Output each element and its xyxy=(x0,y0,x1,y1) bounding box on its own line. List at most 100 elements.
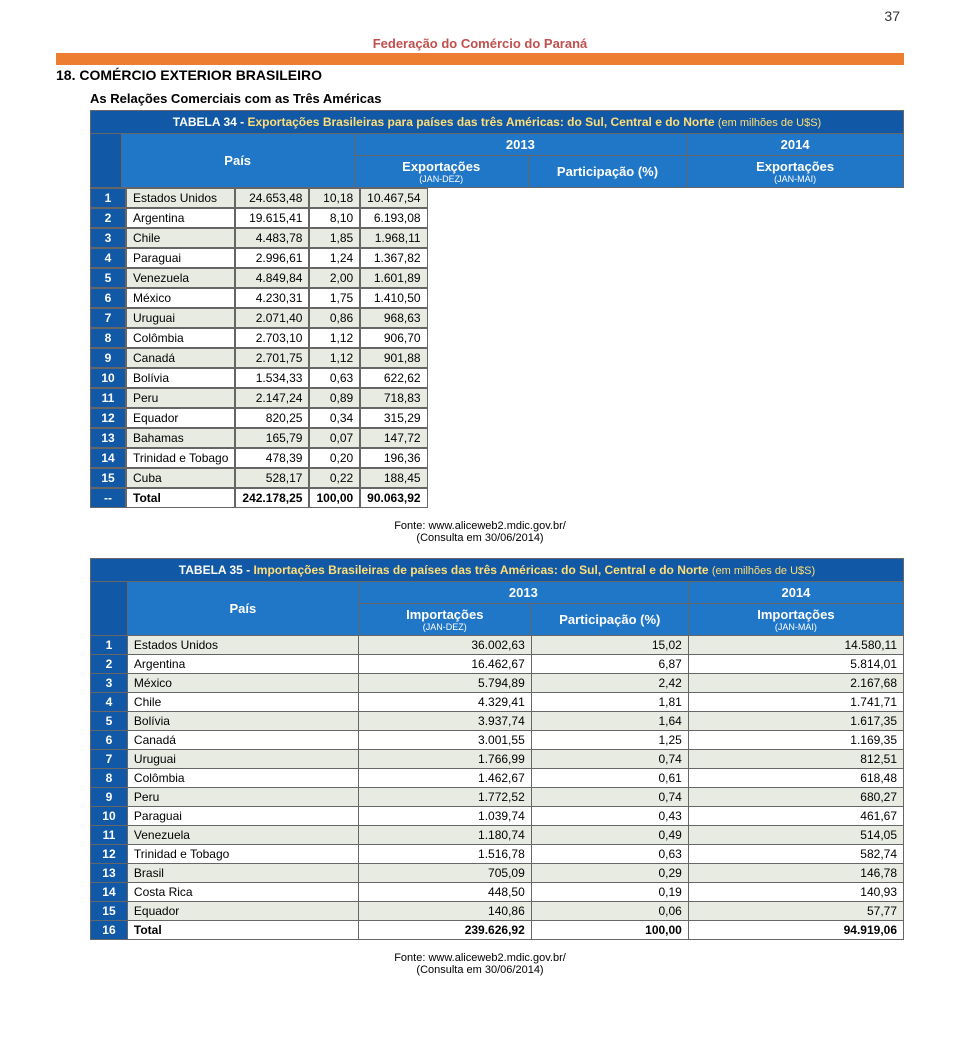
rank-cell: 12 xyxy=(91,845,128,864)
country-cell: Venezuela xyxy=(126,268,235,288)
table-row: 6Canadá3.001,551,251.169,35 xyxy=(91,731,904,750)
source-35: Fonte: www.aliceweb2.mdic.gov.br/ (Consu… xyxy=(56,952,904,976)
table-35-title-unit: (em milhões de U$S) xyxy=(712,565,815,577)
col-export2-sub: (JAN-MAI) xyxy=(691,174,899,184)
country-cell: México xyxy=(127,674,358,693)
value-cell: 1.180,74 xyxy=(358,826,531,845)
col-import-2014: Importações (JAN-MAI) xyxy=(688,604,903,636)
value-cell: 146,78 xyxy=(688,864,903,883)
table-row: 3México5.794,892,422.167,68 xyxy=(91,674,904,693)
table-row: 15Equador140,860,0657,77 xyxy=(91,902,904,921)
value-cell: 3.001,55 xyxy=(358,731,531,750)
value-cell: 2.996,61 xyxy=(235,248,309,268)
value-cell: 0,49 xyxy=(531,826,688,845)
rank-cell: 2 xyxy=(90,208,126,228)
value-cell: 448,50 xyxy=(358,883,531,902)
rank-cell: 11 xyxy=(91,826,128,845)
value-cell: 0,22 xyxy=(309,468,360,488)
col-year-2014: 2014 xyxy=(687,134,904,156)
col-participation: Participação (%) xyxy=(528,156,686,188)
rank-cell: 11 xyxy=(90,388,126,408)
table-35-title: TABELA 35 - Importações Brasileiras de p… xyxy=(91,559,904,582)
country-cell: Paraguai xyxy=(126,248,235,268)
value-cell: 140,93 xyxy=(688,883,903,902)
table-row: 10Paraguai1.039,740,43461,67 xyxy=(91,807,904,826)
value-cell: 165,79 xyxy=(235,428,309,448)
country-cell: Canadá xyxy=(127,731,358,750)
value-cell: 2.701,75 xyxy=(235,348,309,368)
col-import-label: Importações xyxy=(406,607,483,622)
value-cell: 10.467,54 xyxy=(360,188,427,208)
table-row: 5Bolívia3.937,741,641.617,35 xyxy=(91,712,904,731)
value-cell: 1,64 xyxy=(531,712,688,731)
col-import-sub: (JAN-DEZ) xyxy=(363,622,527,632)
col-import2-label: Importações xyxy=(757,607,834,622)
value-cell: 239.626,92 xyxy=(358,921,531,940)
rank-cell: 4 xyxy=(90,248,126,268)
col-year-2013: 2013 xyxy=(354,134,687,156)
table-row: 1Estados Unidos36.002,6315,0214.580,11 xyxy=(91,636,904,655)
value-cell: 8,10 xyxy=(309,208,360,228)
value-cell: 100,00 xyxy=(309,488,360,508)
value-cell: 4.849,84 xyxy=(235,268,309,288)
value-cell: 6,87 xyxy=(531,655,688,674)
rank-cell: 14 xyxy=(91,883,128,902)
country-cell: Total xyxy=(126,488,235,508)
value-cell: 0,63 xyxy=(309,368,360,388)
value-cell: 0,61 xyxy=(531,769,688,788)
rank-cell: 16 xyxy=(91,921,128,940)
country-cell: Colômbia xyxy=(126,328,235,348)
value-cell: 10,18 xyxy=(309,188,360,208)
value-cell: 0,89 xyxy=(309,388,360,408)
rank-cell: 3 xyxy=(91,674,128,693)
rank-cell: 10 xyxy=(91,807,128,826)
country-cell: Argentina xyxy=(126,208,235,228)
rank-cell: 5 xyxy=(90,268,126,288)
value-cell: 1.516,78 xyxy=(358,845,531,864)
value-cell: 680,27 xyxy=(688,788,903,807)
rank-header-blank xyxy=(91,582,128,636)
rank-cell: 6 xyxy=(90,288,126,308)
rank-cell: -- xyxy=(90,488,126,508)
value-cell: 1,12 xyxy=(309,348,360,368)
value-cell: 0,43 xyxy=(531,807,688,826)
value-cell: 622,62 xyxy=(360,368,427,388)
table-total-row: --Total242.178,25100,0090.063,92 xyxy=(90,488,428,508)
rank-cell: 15 xyxy=(90,468,126,488)
value-cell: 1.039,74 xyxy=(358,807,531,826)
table-row: 11Peru2.147,240,89718,83 xyxy=(90,388,428,408)
rank-cell: 8 xyxy=(91,769,128,788)
divider-bar xyxy=(56,53,904,65)
col-participation: Participação (%) xyxy=(531,604,688,636)
value-cell: 0,07 xyxy=(309,428,360,448)
col-country: País xyxy=(121,134,354,188)
table-row: 12Trinidad e Tobago1.516,780,63582,74 xyxy=(91,845,904,864)
value-cell: 2,00 xyxy=(309,268,360,288)
value-cell: 19.615,41 xyxy=(235,208,309,228)
value-cell: 1.367,82 xyxy=(360,248,427,268)
value-cell: 6.193,08 xyxy=(360,208,427,228)
table-row: 3Chile4.483,781,851.968,11 xyxy=(90,228,428,248)
value-cell: 705,09 xyxy=(358,864,531,883)
col-export-2013: Exportações (JAN-DEZ) xyxy=(354,156,528,188)
value-cell: 242.178,25 xyxy=(235,488,309,508)
country-cell: Costa Rica xyxy=(127,883,358,902)
rank-cell: 13 xyxy=(91,864,128,883)
table-row: 6México4.230,311,751.410,50 xyxy=(90,288,428,308)
value-cell: 0,20 xyxy=(309,448,360,468)
col-year-2014: 2014 xyxy=(688,582,903,604)
value-cell: 0,74 xyxy=(531,750,688,769)
col-export-label: Exportações xyxy=(402,159,480,174)
value-cell: 1.772,52 xyxy=(358,788,531,807)
rank-cell: 14 xyxy=(90,448,126,468)
value-cell: 528,17 xyxy=(235,468,309,488)
value-cell: 1.462,67 xyxy=(358,769,531,788)
table-35: TABELA 35 - Importações Brasileiras de p… xyxy=(90,558,904,940)
country-cell: Trinidad e Tobago xyxy=(126,448,235,468)
value-cell: 1.766,99 xyxy=(358,750,531,769)
value-cell: 90.063,92 xyxy=(360,488,427,508)
rank-cell: 4 xyxy=(91,693,128,712)
value-cell: 1.601,89 xyxy=(360,268,427,288)
value-cell: 4.483,78 xyxy=(235,228,309,248)
table-35-title-prefix: TABELA 35 - xyxy=(179,563,254,577)
